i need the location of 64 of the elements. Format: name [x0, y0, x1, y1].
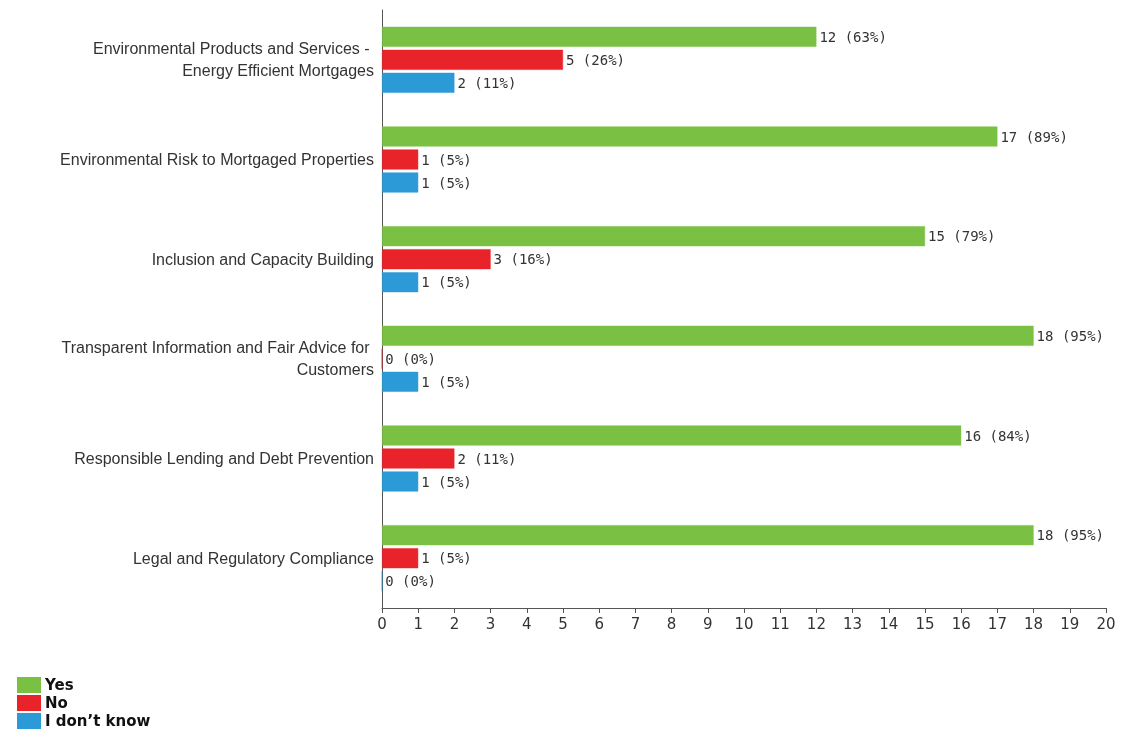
data-label: 5 (26%)	[566, 51, 626, 68]
bar	[382, 325, 1034, 346]
bar	[382, 49, 563, 70]
data-label: 1 (5%)	[421, 174, 472, 191]
data-label: 15 (79%)	[928, 228, 996, 245]
data-label: 18 (95%)	[1036, 327, 1105, 344]
bar	[382, 72, 455, 93]
data-label: 1 (5%)	[421, 550, 472, 567]
x-tick-label: 4	[522, 614, 532, 633]
bar	[382, 371, 419, 392]
legend-label: No	[45, 694, 68, 712]
y-tick-label: Inclusion and Capacity Building	[151, 250, 374, 268]
bar	[382, 172, 419, 193]
legend-label: I don’t know	[45, 712, 151, 730]
data-label: 3 (16%)	[493, 251, 553, 268]
x-tick-label: 7	[630, 614, 641, 633]
x-tick-label: 16	[951, 614, 971, 633]
x-tick-label: 12	[806, 614, 826, 633]
y-tick-label: Environmental Risk to Mortgaged Properties	[60, 151, 374, 168]
x-tick-label: 5	[558, 614, 568, 633]
x-tick-label: 9	[703, 614, 713, 633]
x-tick-label: 2	[449, 614, 460, 633]
data-label: 1 (5%)	[421, 373, 472, 390]
x-tick-label: 8	[666, 614, 677, 633]
x-tick-label: 17	[987, 614, 1007, 633]
x-tick-label: 15	[915, 614, 935, 633]
x-tick-label: 1	[413, 614, 423, 633]
bar	[382, 272, 419, 293]
data-label: 2 (11%)	[457, 74, 517, 91]
data-label: 1 (5%)	[421, 473, 472, 490]
data-label: 0 (0%)	[385, 350, 436, 367]
data-label: 0 (0%)	[385, 573, 436, 590]
x-tick-label: 0	[377, 614, 387, 633]
bar	[382, 471, 419, 492]
x-tick-label: 13	[843, 614, 863, 633]
data-label: 18 (95%)	[1036, 527, 1105, 544]
y-tick-label: Responsible Lending and Debt Prevention	[74, 450, 374, 467]
y-tick-label: Transparent Information and Fair Advice for Customers	[61, 339, 374, 379]
x-tick-label: 3	[485, 614, 496, 633]
bar	[382, 525, 1034, 546]
data-label: 2 (11%)	[457, 450, 517, 467]
data-label: 1 (5%)	[421, 151, 472, 168]
x-tick-label: 18	[1024, 614, 1044, 633]
bar	[382, 448, 455, 469]
data-label: 12 (63%)	[819, 28, 887, 45]
data-label: 1 (5%)	[421, 274, 472, 291]
x-tick-label: 14	[879, 614, 899, 633]
x-tick-label: 20	[1096, 614, 1116, 633]
data-label: 17 (89%)	[1000, 128, 1068, 145]
bar	[382, 249, 491, 270]
y-tick-label: Legal and Regulatory Compliance	[132, 549, 375, 567]
legend-label: Yes	[44, 676, 74, 694]
bar	[382, 226, 925, 247]
x-tick-label: 6	[594, 614, 604, 633]
bar	[382, 149, 419, 170]
bar	[382, 425, 962, 446]
bar	[382, 126, 998, 147]
bar	[382, 26, 817, 47]
x-tick-label: 10	[734, 614, 754, 633]
x-tick-label: 11	[770, 614, 790, 633]
bar	[382, 548, 419, 569]
x-tick-label: 19	[1060, 614, 1080, 633]
y-tick-label: Environmental Products and Services - Energy Efficient Mortgages	[92, 40, 374, 80]
data-label: 16 (84%)	[964, 427, 1032, 444]
